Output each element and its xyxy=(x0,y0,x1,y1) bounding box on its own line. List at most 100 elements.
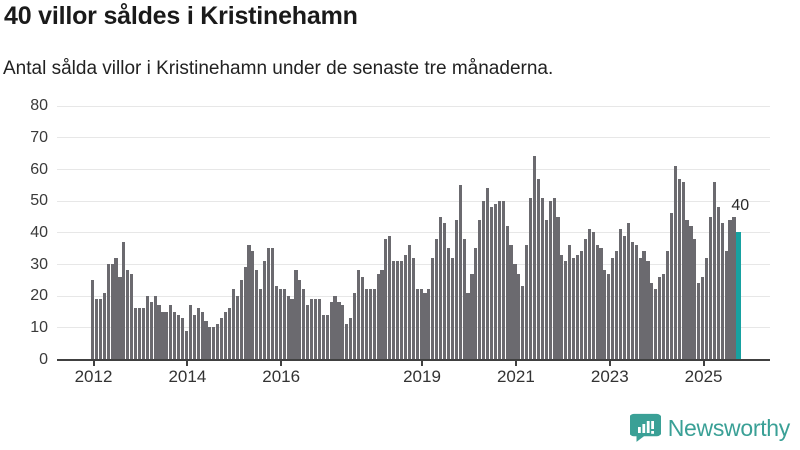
bar xyxy=(306,305,310,359)
bar xyxy=(497,200,501,359)
bar xyxy=(317,298,321,359)
bar xyxy=(728,219,732,359)
bar xyxy=(689,226,693,359)
x-axis-tick-label: 2021 xyxy=(496,367,535,386)
x-axis-tick-label: 2019 xyxy=(403,367,441,386)
bar xyxy=(137,308,142,359)
bar xyxy=(278,289,282,359)
y-axis-tick-label: 0 xyxy=(39,350,48,368)
bar xyxy=(720,222,724,359)
bar xyxy=(712,181,716,359)
x-axis-tick xyxy=(186,361,189,366)
x-axis-tick xyxy=(92,361,95,366)
bar xyxy=(173,311,177,359)
bar xyxy=(575,254,580,359)
bar xyxy=(634,245,638,359)
bar xyxy=(134,308,138,359)
bar xyxy=(650,283,654,359)
y-axis-tick-label: 40 xyxy=(30,223,48,241)
bar xyxy=(208,327,212,359)
bar xyxy=(525,245,529,359)
gridline xyxy=(57,169,770,170)
x-axis-tick xyxy=(608,361,611,366)
bar xyxy=(529,197,533,359)
y-axis-tick-label: 80 xyxy=(30,97,48,115)
x-axis-tick-label: 2023 xyxy=(590,367,629,386)
bar xyxy=(153,295,157,359)
bar xyxy=(501,200,505,359)
page-title: 40 villor såldes i Kristinehamn xyxy=(4,2,358,30)
bar xyxy=(396,260,400,359)
bar xyxy=(532,156,537,359)
chart-subtitle: Antal sålda villor i Kristinehamn under … xyxy=(3,58,554,79)
bar xyxy=(587,229,591,359)
bar xyxy=(482,200,486,359)
bar xyxy=(270,248,275,359)
bar xyxy=(450,257,454,359)
bar xyxy=(110,264,114,359)
bar xyxy=(486,188,490,359)
bar xyxy=(356,270,361,359)
bar xyxy=(376,273,380,359)
bar xyxy=(141,308,145,359)
bar xyxy=(536,178,540,359)
bar xyxy=(392,260,396,359)
y-axis-tick-label: 10 xyxy=(30,318,48,336)
bar xyxy=(595,245,599,359)
bar xyxy=(94,298,99,359)
bar xyxy=(294,270,298,359)
bar xyxy=(384,238,388,359)
bar xyxy=(231,289,235,359)
bar xyxy=(130,273,134,359)
newsworthy-logo-text: Newsworthy xyxy=(667,414,791,441)
bar xyxy=(427,289,431,359)
bar xyxy=(548,200,552,359)
bar xyxy=(188,305,192,359)
bar xyxy=(658,276,662,359)
y-axis-tick-label: 70 xyxy=(30,128,48,146)
x-axis-tick-label: 2012 xyxy=(74,367,113,386)
bar xyxy=(732,216,736,359)
bar xyxy=(466,292,470,359)
bar xyxy=(274,286,278,359)
bar xyxy=(708,216,713,359)
bar xyxy=(302,289,306,359)
bar xyxy=(91,279,95,359)
bar xyxy=(106,264,110,359)
bar xyxy=(388,235,392,359)
bar xyxy=(216,324,220,359)
bar xyxy=(431,257,435,359)
bar xyxy=(423,292,427,359)
bar xyxy=(462,238,466,359)
bar xyxy=(263,260,267,359)
x-axis-line xyxy=(57,359,770,361)
x-axis-tick-label: 2016 xyxy=(262,367,301,386)
x-axis-tick xyxy=(514,361,517,366)
bar xyxy=(329,302,333,359)
bar xyxy=(685,219,689,359)
bar xyxy=(360,276,364,359)
bar xyxy=(298,279,302,359)
bar xyxy=(212,327,216,359)
bar xyxy=(442,222,447,359)
bar xyxy=(290,298,294,359)
bar xyxy=(458,184,462,359)
bar xyxy=(446,248,451,359)
bar xyxy=(223,311,228,359)
bar xyxy=(697,283,701,359)
bar xyxy=(454,219,458,359)
newsworthy-logo-link[interactable]: Newsworthy xyxy=(629,412,791,444)
bar xyxy=(662,273,666,359)
bar xyxy=(126,270,130,359)
bar xyxy=(118,276,122,359)
bar xyxy=(583,238,587,359)
bar xyxy=(353,292,357,359)
bar xyxy=(716,207,720,359)
bar xyxy=(509,245,513,359)
bar xyxy=(380,270,384,359)
bar xyxy=(321,314,325,359)
bar xyxy=(98,298,102,359)
bar xyxy=(169,305,173,359)
x-axis-tick xyxy=(702,361,705,366)
bar xyxy=(192,314,196,359)
